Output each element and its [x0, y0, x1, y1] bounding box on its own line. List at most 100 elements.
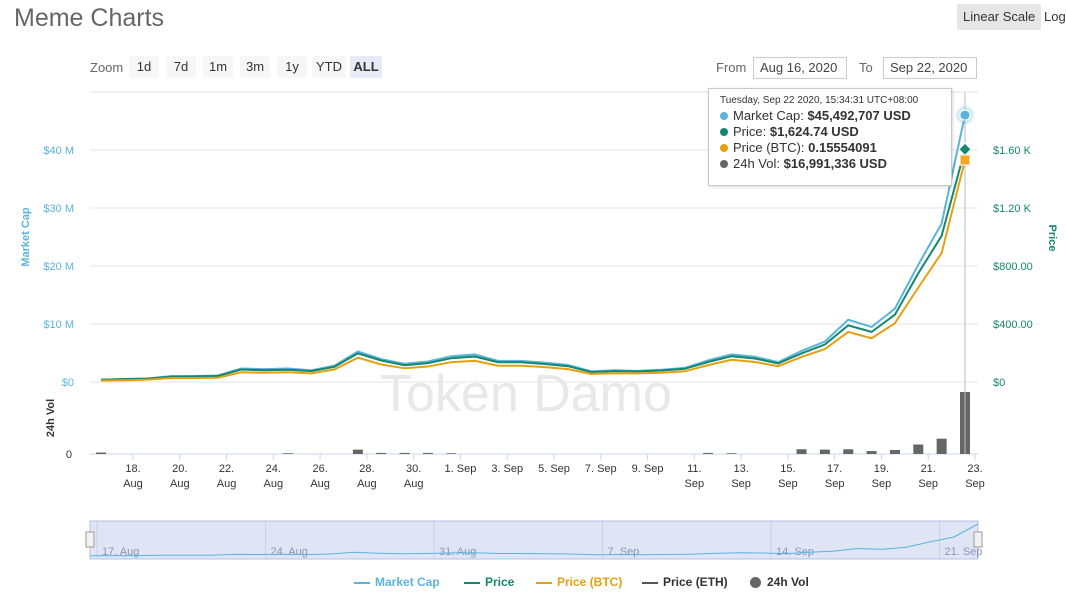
dot-swatch-icon: [750, 577, 761, 589]
x-axis-tick-label: Aug: [310, 478, 330, 490]
x-axis-tick-label: Sep: [778, 478, 798, 490]
price-dot-icon: [720, 128, 728, 136]
volume-bar: [422, 452, 433, 454]
line-swatch-icon: [642, 581, 658, 584]
zoom-1y-button[interactable]: 1y: [277, 56, 307, 78]
volume-dot-icon: [720, 160, 728, 168]
zoom-1m-button[interactable]: 1m: [203, 56, 233, 78]
x-axis-tick-label: 18.: [125, 463, 140, 475]
x-axis-tick-label: Aug: [357, 478, 377, 490]
tooltip-row-price: Price: $1,624.74 USD: [720, 124, 951, 140]
navigator-tick-label: 14. Sep: [776, 546, 814, 558]
left-axis-tick: $20 M: [43, 261, 74, 273]
tooltip-value: 0.15554091: [808, 140, 877, 155]
x-axis-tick-label: Sep: [918, 478, 938, 490]
left-axis-label: Market Cap: [20, 207, 32, 267]
tooltip-label: Price (BTC):: [733, 140, 805, 155]
x-axis-tick-label: 24.: [266, 463, 281, 475]
x-axis-tick-label: 26.: [312, 463, 327, 475]
line-swatch-icon: [464, 581, 480, 584]
navigator-tick-label: 17. Aug: [102, 546, 139, 558]
market-cap-dot-icon: [720, 112, 728, 120]
tooltip-row-volume: 24h Vol: $16,991,336 USD: [720, 156, 951, 172]
legend-item-price-eth[interactable]: Price (ETH): [642, 575, 728, 591]
from-label: From: [716, 60, 747, 75]
x-axis-tick-label: Sep: [965, 478, 985, 490]
legend-item-24h-vol[interactable]: 24h Vol: [750, 575, 809, 591]
price-btc-dot-icon: [720, 144, 728, 152]
navigator-handle[interactable]: [973, 531, 983, 548]
x-axis-tick-label: Aug: [123, 478, 143, 490]
x-axis-tick-label: Aug: [264, 478, 284, 490]
volume-bar: [796, 449, 807, 454]
line-swatch-icon: [536, 581, 552, 584]
volume-bar: [819, 449, 830, 454]
volume-axis-tick: 0: [66, 449, 72, 461]
volume-axis-label: 24h Vol: [45, 399, 57, 437]
zoom-label: Zoom: [90, 60, 124, 75]
series-line-price: [100, 149, 966, 381]
volume-bar: [843, 449, 854, 454]
right-axis-tick: $0: [993, 377, 1005, 389]
tooltip-row-price-btc: Price (BTC): 0.15554091: [720, 140, 951, 156]
series-line-market-cap: [100, 114, 966, 381]
x-axis-tick-label: 1. Sep: [445, 463, 477, 475]
series-line-price-btc: [100, 159, 966, 382]
log-scale-button[interactable]: Log: [1044, 9, 1066, 24]
legend-label: 24h Vol: [767, 575, 809, 589]
tooltip-row-market-cap: Market Cap: $45,492,707 USD: [720, 108, 951, 124]
right-axis-tick: $1.20 K: [993, 203, 1032, 215]
price-marker: [958, 142, 972, 157]
volume-bar: [726, 453, 737, 454]
x-axis-tick-label: 13.: [733, 463, 748, 475]
tooltip-value: $16,991,336 USD: [783, 156, 887, 171]
legend-item-market-cap[interactable]: Market Cap: [354, 575, 440, 591]
right-axis-tick: $1.60 K: [993, 145, 1032, 157]
to-date-input[interactable]: Sep 22, 2020: [883, 57, 977, 79]
tooltip-label: Market Cap:: [733, 108, 804, 123]
volume-bar: [703, 452, 714, 454]
volume-bar: [352, 449, 363, 454]
volume-bar: [399, 452, 410, 454]
x-axis-tick-label: 17.: [827, 463, 842, 475]
zoom-ytd-button[interactable]: YTD: [312, 56, 346, 78]
x-axis-tick-label: 22.: [219, 463, 234, 475]
tooltip-label: Price:: [733, 124, 767, 139]
x-axis-tick-label: 11.: [687, 463, 701, 475]
tooltip-value: $45,492,707 USD: [807, 108, 911, 123]
legend-label: Market Cap: [375, 575, 440, 589]
navigator-tick-label: 21. Sep: [945, 546, 983, 558]
x-axis-tick-label: 7. Sep: [585, 463, 617, 475]
zoom-1d-button[interactable]: 1d: [129, 56, 159, 78]
zoom-3m-button[interactable]: 3m: [240, 56, 270, 78]
volume-bar: [936, 438, 947, 454]
volume-bar: [889, 449, 900, 454]
x-axis-tick-label: Aug: [217, 478, 237, 490]
x-axis-tick-label: Sep: [685, 478, 705, 490]
legend-item-price[interactable]: Price: [464, 575, 514, 591]
zoom-all-button[interactable]: ALL: [350, 56, 382, 78]
market-cap-marker: [959, 109, 971, 121]
navigator-tick-label: 7. Sep: [608, 546, 640, 558]
to-label: To: [859, 60, 873, 75]
navigator-tick-label: 31. Aug: [439, 546, 476, 558]
left-axis-tick: $40 M: [43, 145, 74, 157]
x-axis-tick-label: 28.: [359, 463, 374, 475]
right-axis-tick: $400.00: [993, 319, 1033, 331]
navigator-window: [89, 520, 979, 560]
tooltip-value: $1,624.74 USD: [769, 124, 859, 139]
price-btc-marker: [959, 154, 971, 166]
page-title: Meme Charts: [14, 4, 165, 32]
zoom-7d-button[interactable]: 7d: [166, 56, 196, 78]
x-axis-tick-label: Sep: [731, 478, 751, 490]
linear-scale-button[interactable]: Linear Scale: [957, 4, 1042, 30]
right-axis-tick: $800.00: [993, 261, 1033, 273]
x-axis-tick-label: 19.: [874, 463, 889, 475]
legend-item-price-btc[interactable]: Price (BTC): [536, 575, 622, 591]
navigator-handle[interactable]: [85, 531, 95, 548]
x-axis-tick-label: 3. Sep: [491, 463, 523, 475]
right-axis-label: Price: [1046, 225, 1058, 252]
legend-label: Price (ETH): [663, 575, 728, 589]
from-date-input[interactable]: Aug 16, 2020: [753, 57, 847, 79]
